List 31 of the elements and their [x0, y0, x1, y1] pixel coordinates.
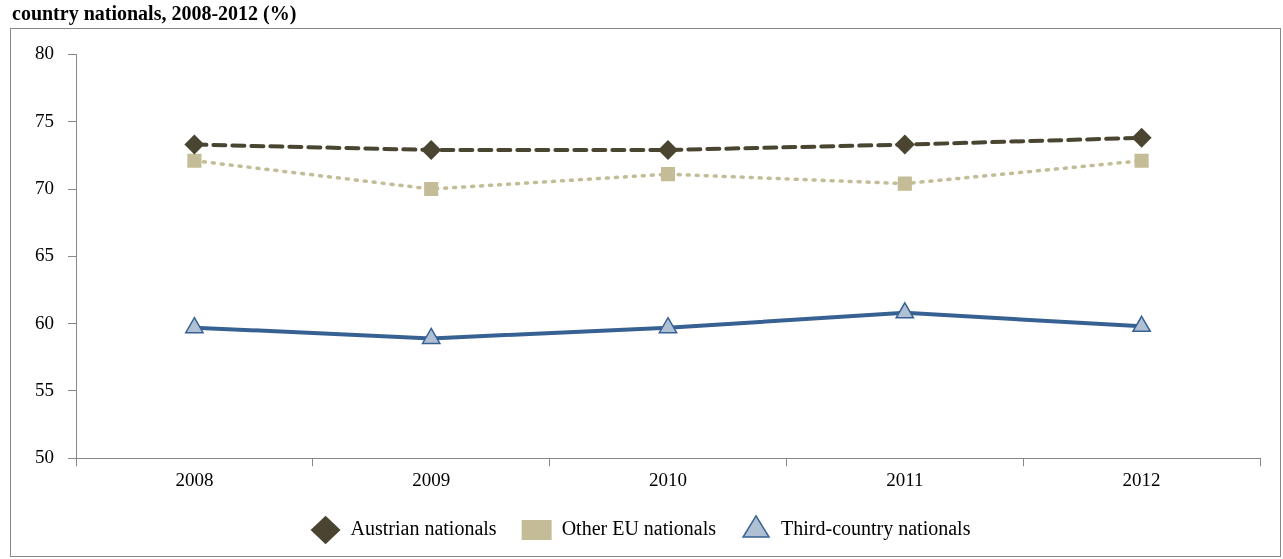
- x-tick-label: 2012: [1122, 468, 1161, 490]
- point: [894, 134, 915, 155]
- point: [895, 302, 915, 319]
- point: [184, 316, 204, 334]
- legend-label: Austrian nationals: [350, 517, 497, 540]
- y-tick-label: 80: [35, 42, 54, 64]
- point: [1132, 315, 1152, 333]
- x-tick-label: 2008: [175, 468, 214, 490]
- point: [658, 316, 678, 334]
- point: [421, 139, 442, 160]
- legend-label: Other EU nationals: [561, 517, 717, 540]
- y-tick-label: 60: [35, 311, 54, 333]
- x-tick-label: 2010: [649, 468, 687, 490]
- point: [421, 327, 441, 345]
- y-tick-label: 50: [35, 446, 54, 468]
- point: [897, 176, 912, 191]
- point: [187, 153, 202, 168]
- chart-title: country nationals, 2008-2012 (%): [11, 1, 298, 27]
- y-tick-label: 75: [35, 109, 54, 131]
- y-tick-label: 65: [35, 244, 54, 266]
- point: [424, 181, 439, 197]
- point: [660, 167, 676, 182]
- y-tick-label: 55: [35, 378, 54, 400]
- x-tick-label: 2011: [886, 468, 924, 490]
- point: [1131, 127, 1152, 148]
- legend-label: Third-country nationals: [781, 517, 971, 541]
- point: [184, 134, 205, 155]
- x-tick-label: 2009: [412, 468, 451, 490]
- point: [1134, 153, 1149, 168]
- y-tick-label: 70: [35, 176, 54, 198]
- point: [658, 139, 678, 160]
